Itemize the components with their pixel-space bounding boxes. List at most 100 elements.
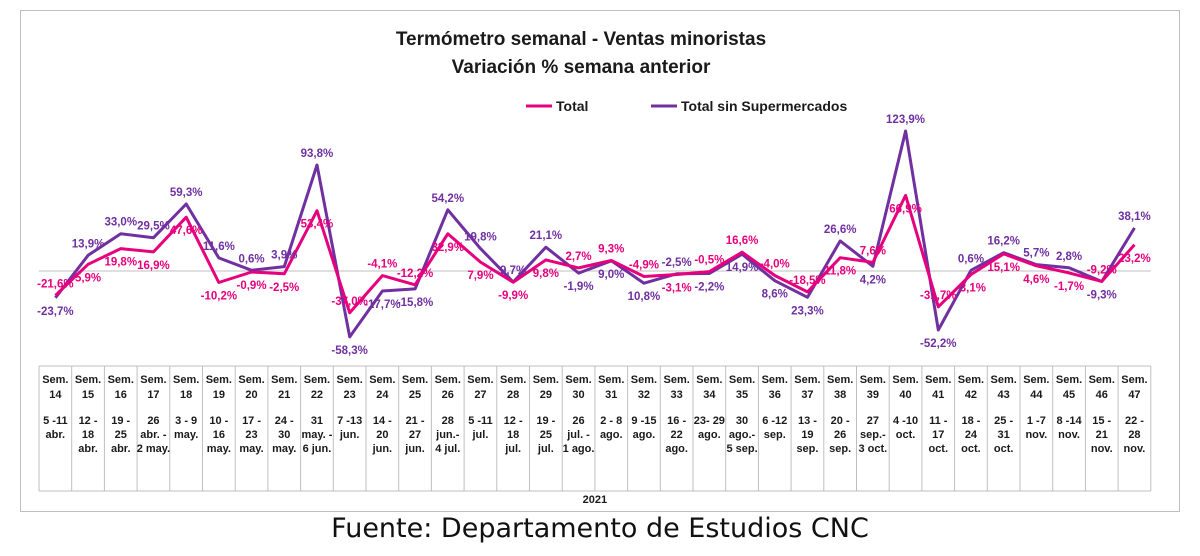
data-label-s0-0: -21,6% (37, 278, 73, 290)
category-date-label-4: may. (174, 429, 198, 441)
category-week-label-19: Sem. (664, 374, 690, 386)
data-label-s1-32: -9,3% (1087, 290, 1117, 302)
category-date-label-28: 24 (965, 429, 978, 441)
data-label-s1-6: 0,6% (238, 253, 264, 265)
chart-title: Termómetro semanal - Ventas minoristas (395, 29, 767, 50)
category-date-label-11: jun. (404, 443, 425, 455)
category-week-label-13: Sem. (467, 374, 493, 386)
data-label-s1-7: 3,9% (271, 250, 297, 262)
category-date-label-8: 31 (311, 415, 323, 427)
category-week-label-17: Sem. (598, 374, 624, 386)
category-week-label-6: Sem. (238, 374, 264, 386)
category-date-label-11: 21 - (406, 415, 425, 427)
category-week-label-29: 43 (998, 389, 1010, 401)
category-date-label-6: 17 - (242, 415, 261, 427)
line-chart: Total Total sin Supermercados -23,7% 13,9% 3… (37, 98, 1152, 506)
category-week-label-1: Sem. (75, 374, 101, 386)
data-label-s0-20: -0,5% (694, 255, 724, 267)
category-date-label-19: ago. (665, 443, 688, 455)
data-label-s0-23: -18,5% (789, 275, 825, 287)
category-date-label-19: 16 - (667, 415, 686, 427)
data-label-s0-4: 47,6% (170, 225, 203, 237)
category-week-label-15: 29 (540, 389, 552, 401)
category-date-label-8: may. - (301, 429, 332, 441)
category-date-label-3: 26 (147, 415, 159, 427)
data-label-s0-31: -1,7% (1054, 281, 1084, 293)
category-week-label-32: Sem. (1089, 374, 1115, 386)
data-label-s1-8: 93,8% (301, 148, 334, 160)
category-week-label-3: Sem. (140, 374, 166, 386)
category-week-label-21: Sem. (729, 374, 755, 386)
data-label-s0-11: -12,2% (397, 268, 433, 280)
category-date-label-22: 6 -12 (762, 415, 787, 427)
category-date-label-31: 8 -14 (1057, 415, 1083, 427)
category-date-label-25: sep.- (860, 429, 886, 441)
data-label-s1-0: -23,7% (37, 306, 73, 318)
data-label-s1-30: 5,7% (1023, 248, 1049, 260)
category-week-label-25: 39 (867, 389, 879, 401)
category-date-label-12: jun.- (435, 429, 460, 441)
data-label-s1-5: 11,6% (203, 241, 235, 253)
data-label-s0-16: 2,7% (565, 251, 591, 263)
category-date-label-2: 19 - (111, 415, 130, 427)
category-date-label-29: 25 - (994, 415, 1013, 427)
category-week-label-4: 18 (180, 389, 192, 401)
category-week-label-0: 14 (49, 389, 62, 401)
data-label-s1-11: -15,8% (397, 297, 433, 309)
category-date-label-23: 19 (801, 429, 813, 441)
category-week-label-31: 45 (1063, 389, 1075, 401)
category-date-label-21: 5 sep. (726, 443, 757, 455)
data-label-s1-29: 16,2% (987, 236, 1020, 248)
category-date-label-3: abr. - (140, 429, 167, 441)
category-week-label-26: Sem. (892, 374, 918, 386)
data-label-s1-24: 26,6% (824, 224, 857, 236)
category-date-label-32: 15 - (1092, 415, 1111, 427)
category-date-label-5: 16 (213, 429, 225, 441)
category-week-label-27: 41 (932, 389, 944, 401)
legend-label-1: Total sin Supermercados (681, 98, 847, 114)
data-label-s0-33: 23,2% (1118, 253, 1151, 265)
category-week-label-8: 22 (311, 389, 323, 401)
category-week-label-2: 16 (115, 389, 127, 401)
data-label-s0-9: -37,0% (331, 296, 367, 308)
data-label-s0-14: -9,9% (498, 290, 528, 302)
category-date-label-33: 22 - (1125, 415, 1144, 427)
category-date-label-10: 20 (376, 429, 388, 441)
category-date-label-28: 18 - (961, 415, 980, 427)
data-label-s1-4: 59,3% (170, 187, 203, 199)
category-date-label-27: oct. (928, 443, 948, 455)
chart-frame: Termómetro semanal - Ventas minoristas V… (20, 10, 1180, 512)
source-note: Fuente: Departamento de Estudios CNC (331, 513, 869, 544)
data-label-s1-13: 19,8% (464, 232, 497, 244)
data-label-s0-21: 16,6% (726, 235, 759, 247)
category-week-label-4: Sem. (173, 374, 199, 386)
category-date-label-10: 14 - (373, 415, 392, 427)
series-line-1 (54, 129, 1136, 339)
data-label-s1-1: 13,9% (72, 238, 105, 250)
category-date-label-17: ago. (600, 429, 623, 441)
data-label-s1-2: 33,0% (104, 217, 137, 229)
category-week-label-16: Sem. (565, 374, 591, 386)
data-label-s1-14: 9,7% (500, 265, 526, 277)
category-date-label-27: 11 - (929, 415, 948, 427)
data-label-s0-7: -2,5% (269, 282, 299, 294)
category-date-label-32: nov. (1091, 443, 1113, 455)
legend-label-0: Total (556, 98, 588, 114)
data-label-s1-31: 2,8% (1056, 251, 1082, 263)
category-week-label-23: 37 (801, 389, 813, 401)
category-week-label-28: 42 (965, 389, 977, 401)
category-week-label-32: 46 (1096, 389, 1108, 401)
category-date-label-24: 20 - (831, 415, 850, 427)
data-label-s1-18: 10,8% (628, 291, 661, 303)
category-date-label-26: oct. (896, 429, 916, 441)
category-date-label-17: 2 - 8 (600, 415, 622, 427)
category-date-label-25: 27 (867, 415, 879, 427)
category-date-label-5: may. (207, 443, 231, 455)
category-date-label-16: 26 (572, 415, 584, 427)
category-week-label-14: Sem. (500, 374, 526, 386)
category-date-label-19: 22 (671, 429, 683, 441)
category-week-label-26: 40 (899, 389, 911, 401)
category-date-label-0: 5 -11 (43, 415, 67, 427)
data-label-s0-28: -3,1% (956, 283, 986, 295)
category-date-label-30: nov. (1025, 429, 1047, 441)
